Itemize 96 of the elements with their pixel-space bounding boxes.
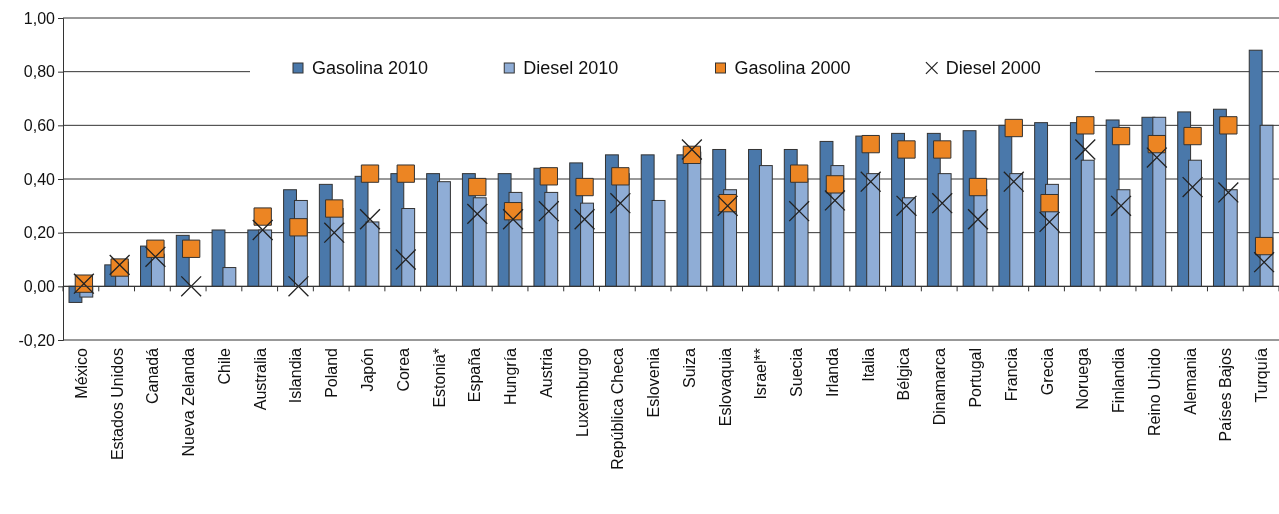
y-tick-label: 0,80 [23, 63, 56, 81]
point [824, 189, 846, 212]
point [1038, 211, 1061, 233]
point [396, 164, 415, 183]
y-tick-label: 0,60 [23, 116, 56, 134]
x-tick-label: Estonia* [430, 348, 448, 408]
x-tick-label: Reino Unido [1145, 347, 1163, 437]
y-tick-label: 0,20 [23, 224, 56, 242]
point [788, 200, 810, 222]
point [897, 140, 916, 159]
x-tick-label: Bélgica [895, 347, 913, 401]
point [1146, 146, 1168, 169]
point [144, 246, 167, 268]
point [1253, 251, 1275, 273]
x-tick-label: Dinamarca [931, 347, 949, 426]
point [1147, 134, 1166, 154]
point [1111, 126, 1131, 146]
x-tick-label: Eslovenia [645, 347, 663, 418]
point [968, 177, 988, 197]
point [1254, 236, 1274, 256]
point [325, 199, 344, 218]
point [1219, 116, 1238, 135]
x-tick-label: Irlanda [823, 347, 841, 397]
x-tick-label: Finlandia [1110, 347, 1128, 413]
x-tick-label: República Checa [609, 347, 627, 470]
x-tick-label: Poland [323, 348, 341, 398]
point [289, 218, 308, 237]
x-tick-label: Grecia [1038, 347, 1056, 396]
x-tick-label: Nueva Zelanda [180, 347, 198, 457]
x-tick-label: Estados Unidos [108, 348, 126, 461]
x-tick-label: Francia [1002, 347, 1020, 402]
point [182, 239, 201, 258]
point [468, 177, 487, 197]
point [1004, 118, 1023, 138]
x-tick-label: Corea [394, 347, 412, 392]
point [1217, 181, 1239, 204]
point [538, 200, 560, 222]
legend-label: Diesel 2000 [945, 58, 1041, 78]
point [1076, 116, 1095, 135]
legend-label: Gasolina 2010 [312, 58, 429, 78]
x-tick-label: Turquía [1253, 347, 1271, 403]
x-tick-label: Portugal [967, 348, 984, 408]
y-tick-label: 1,00 [23, 9, 56, 27]
point [253, 207, 272, 226]
point [1110, 195, 1132, 217]
x-tick-label: Suiza [680, 347, 698, 389]
point [895, 195, 918, 217]
point [395, 248, 417, 271]
x-tick-label: Austria [537, 347, 555, 398]
x-tick-label: Canadá [144, 347, 162, 405]
point [539, 167, 558, 186]
point [1183, 126, 1202, 146]
point [609, 192, 631, 214]
x-tick-label: Japón [359, 348, 376, 392]
x-tick-label: México [72, 347, 90, 399]
y-tick-label: 0,00 [23, 277, 56, 295]
point [180, 275, 202, 297]
point [931, 192, 953, 214]
point [790, 164, 809, 183]
x-tick-label: Hungría [502, 347, 520, 405]
point [573, 208, 596, 230]
x-tick-label: Eslovaquia [716, 347, 734, 427]
y-tick-label: 0,40 [23, 170, 56, 188]
x-tick-label: Noruega [1074, 347, 1092, 410]
point [1040, 193, 1059, 213]
point [466, 203, 488, 225]
point [933, 140, 952, 159]
point [611, 167, 630, 186]
y-tick-label: -0,20 [18, 331, 56, 349]
point [681, 138, 703, 161]
point [967, 208, 989, 230]
point [502, 208, 524, 230]
point [360, 164, 380, 183]
point [287, 275, 310, 297]
x-tick-label: España [466, 347, 484, 403]
legend-label: Gasolina 2000 [734, 58, 851, 78]
point [825, 175, 845, 194]
point [575, 177, 594, 197]
x-tick-label: Luxemburgo [573, 347, 591, 437]
legend-label: Diesel 2010 [523, 58, 619, 78]
point [1181, 176, 1204, 198]
point [1003, 171, 1025, 193]
x-tick-label: Países Bajos [1217, 348, 1235, 442]
x-tick-label: Israel** [752, 348, 770, 400]
point [359, 208, 381, 230]
point [1074, 138, 1096, 161]
x-tick-label: Islandia [287, 347, 305, 404]
x-tick-label: Alemania [1181, 347, 1199, 415]
point [323, 222, 345, 244]
point [861, 134, 880, 154]
x-tick-label: Suecia [788, 347, 806, 397]
x-tick-label: Italia [859, 347, 877, 382]
point [252, 219, 274, 241]
point [860, 171, 882, 193]
x-tick-label: Australia [251, 347, 269, 411]
x-tick-label: Chile [215, 347, 233, 385]
